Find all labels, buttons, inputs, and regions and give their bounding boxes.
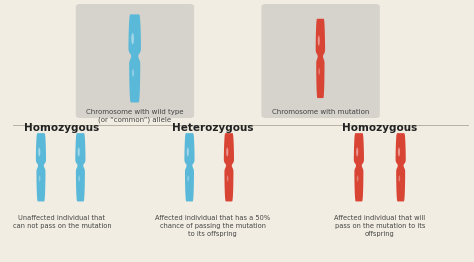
Ellipse shape — [38, 148, 40, 156]
Text: Affected individual that has a 50%
chance of passing the mutation
to its offspri: Affected individual that has a 50% chanc… — [155, 215, 270, 237]
Ellipse shape — [357, 176, 358, 182]
Text: Homozygous: Homozygous — [24, 123, 100, 133]
Ellipse shape — [187, 148, 189, 156]
Text: Chromosome with mutation: Chromosome with mutation — [272, 109, 369, 115]
Text: Homozygous: Homozygous — [342, 123, 418, 133]
Ellipse shape — [399, 176, 400, 182]
Polygon shape — [316, 19, 325, 98]
Polygon shape — [36, 133, 46, 201]
Ellipse shape — [226, 148, 228, 156]
Text: Heterozygous: Heterozygous — [172, 123, 254, 133]
Ellipse shape — [132, 69, 134, 77]
Polygon shape — [224, 133, 234, 201]
Ellipse shape — [39, 176, 40, 182]
Polygon shape — [75, 133, 85, 201]
Polygon shape — [354, 133, 364, 201]
Text: Unaffected individual that
can not pass on the mutation: Unaffected individual that can not pass … — [12, 215, 111, 229]
Polygon shape — [184, 133, 194, 201]
Ellipse shape — [398, 148, 400, 156]
Ellipse shape — [356, 148, 358, 156]
Ellipse shape — [187, 176, 189, 182]
FancyBboxPatch shape — [76, 4, 194, 118]
FancyBboxPatch shape — [262, 4, 380, 118]
Ellipse shape — [78, 148, 80, 156]
Text: Affected individual that will
pass on the mutation to its
offspring: Affected individual that will pass on th… — [334, 215, 425, 237]
Polygon shape — [128, 14, 141, 102]
Ellipse shape — [319, 68, 320, 75]
Text: Chromosome with wild type
(or “common”) allele: Chromosome with wild type (or “common”) … — [86, 109, 183, 123]
Polygon shape — [396, 133, 406, 201]
Ellipse shape — [78, 176, 80, 182]
Ellipse shape — [227, 176, 228, 182]
Ellipse shape — [318, 36, 320, 46]
Ellipse shape — [131, 33, 134, 45]
